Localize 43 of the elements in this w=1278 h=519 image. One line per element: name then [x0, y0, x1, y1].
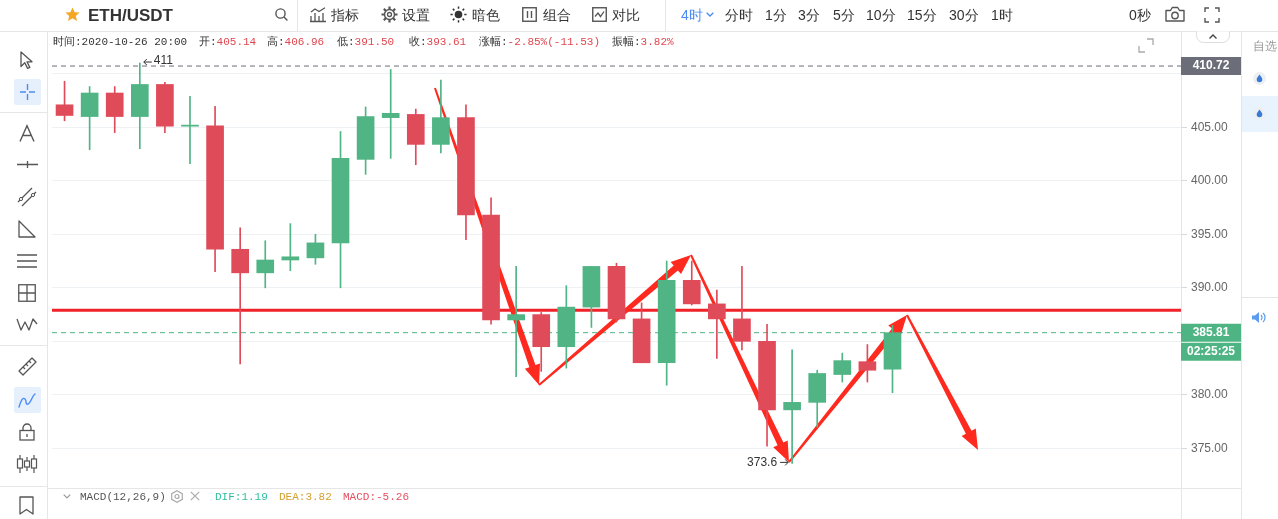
text: 1分 [765, 7, 787, 23]
text: 组合 [543, 7, 571, 23]
y-tick-label: 380.00 [1191, 387, 1229, 402]
text: 指标 [331, 7, 359, 23]
y-tick-label: 400.00 [1191, 173, 1229, 188]
chart-title: ETH/USDT [88, 6, 173, 25]
text: 对比 [612, 7, 640, 23]
annotation: 开:405.14 [199, 36, 257, 48]
y-tick-label: 405.00 [1191, 119, 1229, 134]
text: DIF:1.19 [215, 490, 268, 504]
text: 4时 [681, 7, 703, 23]
candlestick [708, 289, 726, 359]
annotation: 振幅:3.82% [612, 36, 674, 48]
text: 暗色 [472, 7, 500, 23]
text: 0秒 [1129, 7, 1151, 23]
ref-line-label: 410.72 [1192, 58, 1230, 73]
text: 1时 [991, 7, 1013, 23]
annotation: 低:391.50 [337, 36, 395, 48]
text: 30分 [949, 7, 979, 23]
text: 5分 [833, 7, 855, 23]
candlestick [231, 227, 249, 365]
annotation: 373.6 [747, 454, 778, 469]
candlestick [381, 69, 400, 159]
annotation: 411 [153, 53, 174, 68]
text: 02:25:25 [1186, 343, 1236, 358]
text: DEA:3.82 [279, 490, 332, 504]
annotation: 收:393.61 [409, 36, 467, 48]
y-tick-label: 395.00 [1191, 226, 1229, 241]
annotation: 涨幅:-2.85%(-11.53) [479, 36, 601, 48]
y-tick-label: 390.00 [1191, 280, 1229, 295]
text: 自选 [1253, 39, 1277, 53]
ref-line-label: 385.81 [1192, 324, 1230, 339]
text: 设置 [402, 7, 430, 23]
text: MACD:-5.26 [343, 490, 410, 504]
text: 3分 [798, 7, 820, 23]
candlestick [181, 95, 199, 164]
text: MACD(12,26,9) [80, 490, 166, 504]
annotation: 高:406.96 [267, 36, 325, 48]
y-tick-label: 375.00 [1191, 440, 1229, 455]
annotation: 时间:2020-10-26 20:00 [53, 35, 188, 49]
text: 10分 [866, 7, 896, 23]
text: 15分 [907, 7, 937, 23]
text: 分时 [725, 7, 753, 23]
